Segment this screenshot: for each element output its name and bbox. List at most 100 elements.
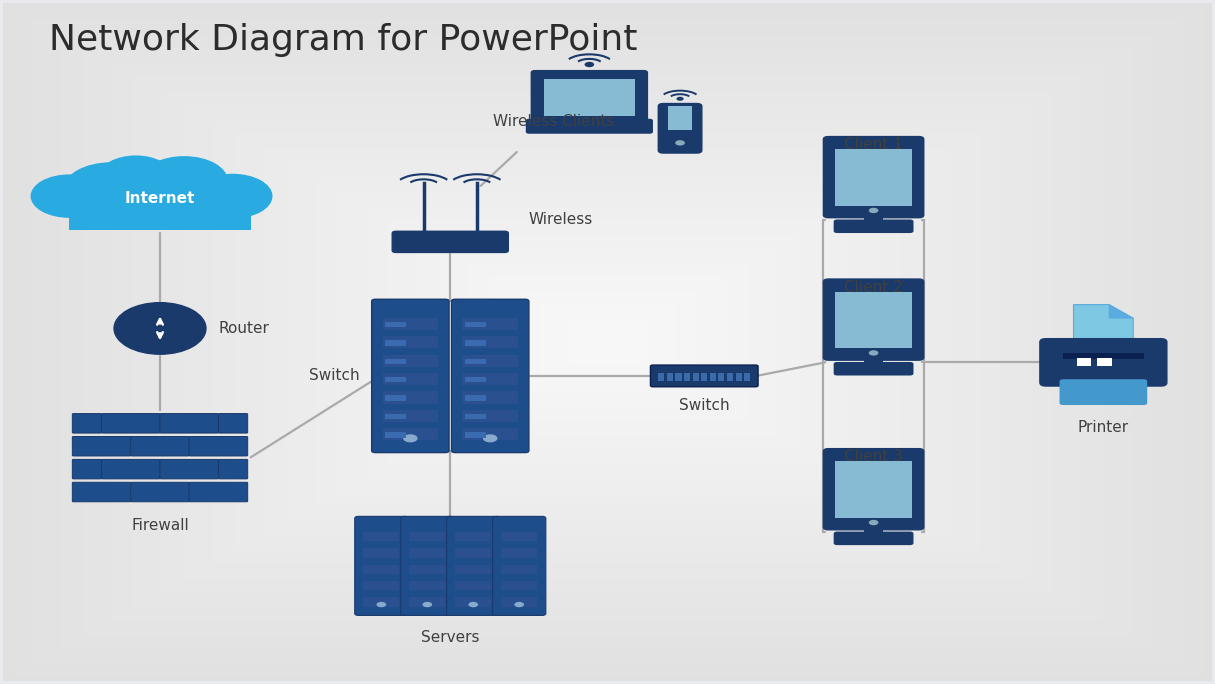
Bar	[744, 373, 750, 382]
Bar	[501, 597, 537, 607]
Bar	[465, 432, 486, 438]
Circle shape	[423, 602, 433, 607]
Text: Servers: Servers	[422, 631, 480, 645]
FancyBboxPatch shape	[355, 516, 408, 616]
Circle shape	[482, 434, 497, 443]
Bar	[1097, 358, 1112, 367]
Bar	[460, 259, 755, 425]
Bar	[177, 101, 1038, 583]
Bar	[417, 235, 798, 449]
Bar	[249, 141, 966, 543]
Bar	[561, 316, 654, 368]
Bar	[385, 414, 406, 419]
Bar	[463, 428, 518, 440]
Bar	[286, 161, 929, 523]
Bar	[90, 51, 1125, 633]
Bar	[271, 153, 944, 531]
FancyBboxPatch shape	[190, 436, 248, 456]
Bar	[424, 239, 791, 445]
Bar	[383, 391, 439, 404]
Bar	[718, 373, 724, 382]
Bar	[337, 190, 878, 494]
Bar	[242, 137, 973, 547]
Bar	[676, 373, 682, 382]
Bar	[383, 354, 439, 367]
FancyBboxPatch shape	[1040, 339, 1166, 386]
Bar	[532, 300, 683, 384]
Bar	[456, 597, 491, 607]
FancyBboxPatch shape	[650, 365, 758, 386]
Bar	[134, 76, 1081, 608]
Bar	[446, 251, 769, 433]
FancyBboxPatch shape	[160, 460, 219, 479]
Bar	[234, 133, 981, 551]
Bar	[463, 410, 518, 422]
Bar	[409, 564, 446, 574]
Circle shape	[869, 350, 878, 356]
Bar	[344, 194, 871, 490]
Circle shape	[869, 208, 878, 213]
Bar	[83, 48, 1132, 636]
Bar	[475, 267, 740, 417]
Bar	[402, 226, 813, 458]
Circle shape	[676, 140, 685, 146]
Circle shape	[869, 520, 878, 525]
Bar	[104, 60, 1111, 624]
FancyBboxPatch shape	[824, 449, 923, 530]
Bar	[383, 373, 439, 385]
Circle shape	[193, 174, 272, 218]
Bar	[385, 358, 406, 364]
FancyBboxPatch shape	[447, 516, 499, 616]
FancyBboxPatch shape	[1059, 379, 1147, 405]
Bar	[465, 395, 486, 401]
Bar	[836, 149, 911, 206]
Bar	[463, 373, 518, 385]
Bar	[501, 564, 537, 574]
Bar	[141, 80, 1074, 604]
Bar	[864, 213, 883, 230]
Bar	[363, 597, 400, 607]
Bar	[75, 44, 1140, 640]
Bar	[363, 581, 400, 590]
Bar	[112, 64, 1103, 620]
Circle shape	[377, 602, 386, 607]
Bar	[366, 207, 849, 477]
Bar	[351, 198, 864, 486]
Bar	[463, 336, 518, 348]
Bar	[547, 308, 668, 376]
Bar	[501, 549, 537, 557]
FancyBboxPatch shape	[73, 482, 131, 502]
FancyBboxPatch shape	[526, 120, 652, 133]
Circle shape	[514, 602, 524, 607]
Circle shape	[30, 174, 108, 218]
Bar	[465, 377, 486, 382]
Bar	[576, 324, 639, 360]
Circle shape	[63, 162, 160, 217]
Circle shape	[677, 96, 684, 101]
FancyBboxPatch shape	[131, 482, 190, 502]
Text: Wireless Clients: Wireless Clients	[492, 114, 614, 129]
Polygon shape	[1109, 304, 1134, 318]
Bar	[199, 113, 1016, 571]
FancyBboxPatch shape	[102, 414, 160, 433]
Bar	[488, 276, 727, 408]
Bar	[119, 68, 1096, 616]
Bar	[363, 532, 400, 542]
FancyBboxPatch shape	[824, 279, 923, 360]
FancyBboxPatch shape	[833, 362, 914, 376]
Circle shape	[100, 155, 173, 196]
Text: Firewall: Firewall	[131, 518, 188, 534]
Text: Client 2: Client 2	[844, 280, 903, 295]
Bar	[463, 317, 518, 330]
FancyBboxPatch shape	[824, 137, 923, 218]
Bar	[465, 340, 486, 345]
Bar	[256, 145, 959, 539]
FancyBboxPatch shape	[659, 103, 702, 153]
Bar	[543, 79, 635, 116]
Bar	[322, 182, 893, 502]
Bar	[465, 321, 486, 327]
Bar	[1076, 358, 1091, 367]
Circle shape	[141, 156, 227, 205]
Bar	[710, 373, 716, 382]
FancyBboxPatch shape	[73, 460, 102, 479]
